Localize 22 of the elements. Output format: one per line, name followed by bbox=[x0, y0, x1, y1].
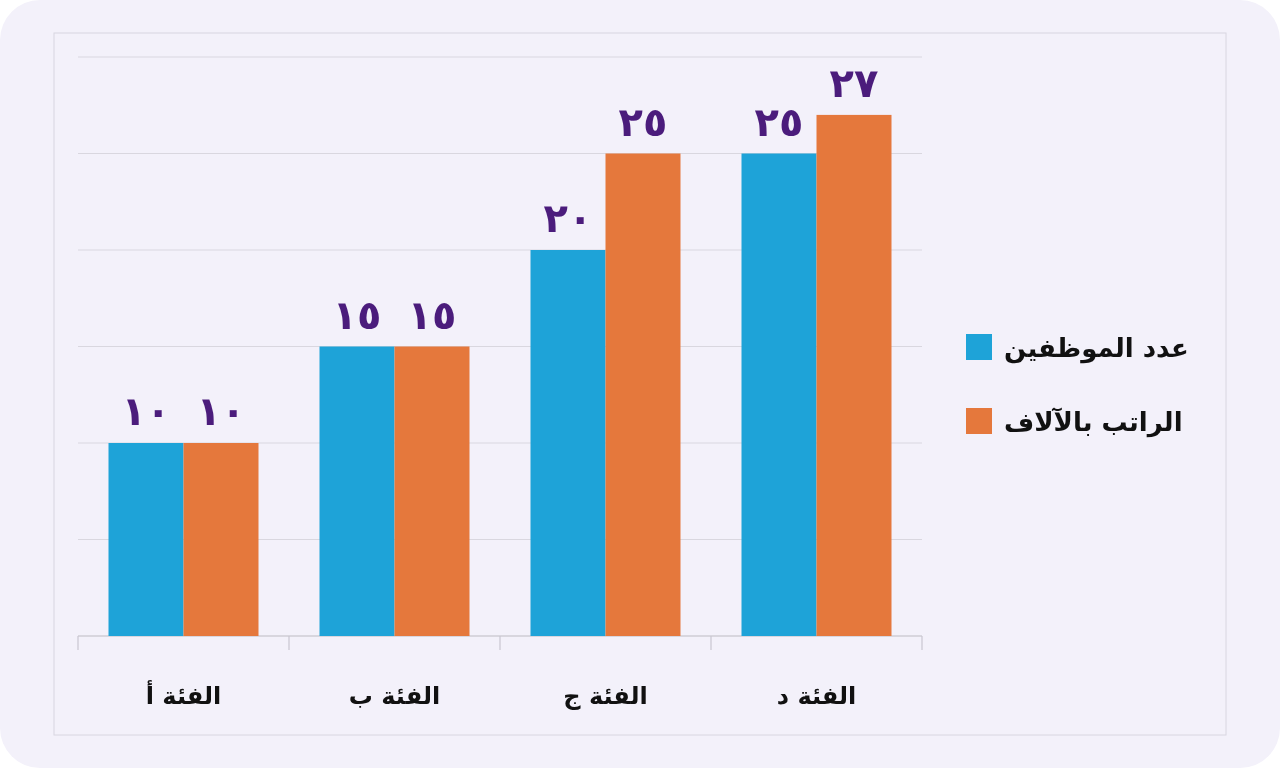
x-tick-label: الفئة ب bbox=[348, 682, 441, 710]
bar bbox=[816, 114, 892, 636]
bar bbox=[319, 346, 395, 636]
data-label: ٢٠ bbox=[543, 195, 593, 241]
bar bbox=[394, 346, 470, 636]
bar bbox=[183, 443, 259, 636]
legend-label: عدد الموظفين bbox=[1004, 333, 1189, 364]
data-label: ٢٥ bbox=[618, 98, 668, 145]
data-label: ٢٥ bbox=[754, 98, 804, 145]
bar bbox=[741, 153, 817, 636]
bar bbox=[605, 153, 681, 636]
x-tick-label: الفئة د bbox=[776, 682, 857, 710]
data-label: ١٠ bbox=[121, 388, 171, 434]
data-label: ١٥ bbox=[407, 291, 457, 338]
x-tick-label: الفئة ج bbox=[563, 682, 648, 710]
x-tick-label: الفئة أ bbox=[145, 680, 222, 710]
bar bbox=[530, 250, 606, 636]
data-label: ١٥ bbox=[332, 291, 382, 338]
legend-label: الراتب بالآلاف bbox=[1004, 407, 1183, 438]
bar bbox=[108, 443, 184, 636]
data-label: ٢٧ bbox=[829, 59, 879, 106]
data-label: ١٠ bbox=[196, 388, 246, 434]
